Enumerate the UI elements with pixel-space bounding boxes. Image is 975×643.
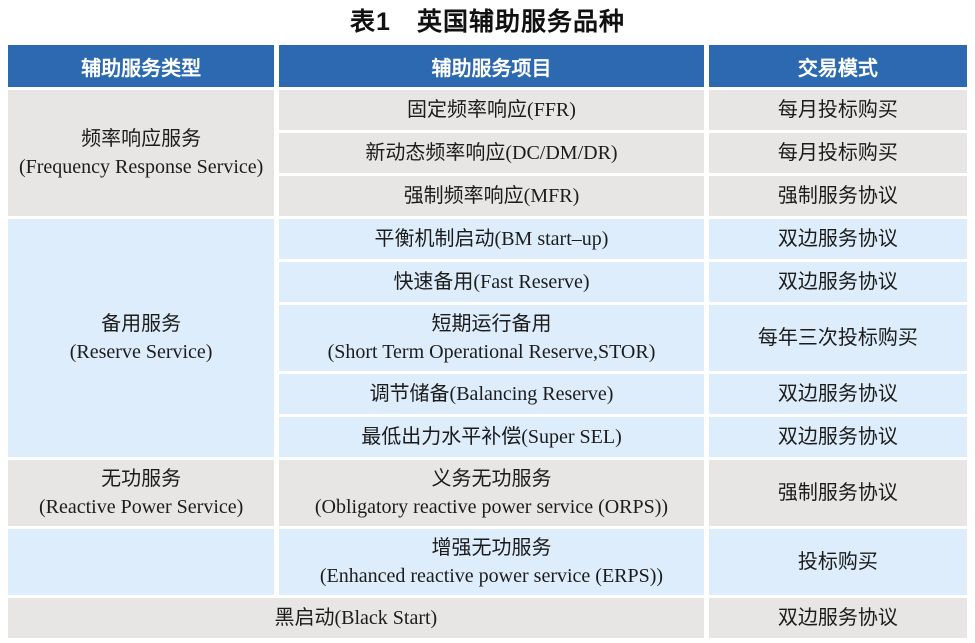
trade-mode-cell: 每月投标购买 bbox=[708, 90, 967, 130]
cell-line: 固定频率响应(FFR) bbox=[407, 98, 576, 121]
table-row: 增强无功服务 (Enhanced reactive power service (… bbox=[8, 529, 967, 595]
cell-line: 强制频率响应(MFR) bbox=[403, 184, 580, 207]
cell-line: 双边服务协议 bbox=[777, 425, 898, 448]
service-type-cell: 频率响应服务 (Frequency Response Service) bbox=[8, 90, 275, 216]
trade-mode-cell: 投标购买 bbox=[708, 529, 967, 595]
trade-mode-cell: 双边服务协议 bbox=[708, 598, 967, 638]
service-item-cell: 短期运行备用 (Short Term Operational Reserve,ST… bbox=[279, 305, 704, 371]
trade-mode-cell: 双边服务协议 bbox=[708, 417, 967, 457]
trade-mode-cell: 强制服务协议 bbox=[708, 176, 967, 216]
cell-line: 双边服务协议 bbox=[777, 227, 898, 250]
trade-mode-cell: 强制服务协议 bbox=[708, 460, 967, 526]
header-row: 辅助服务类型 辅助服务项目 交易模式 bbox=[8, 45, 967, 87]
service-item-cell: 固定频率响应(FFR) bbox=[279, 90, 704, 130]
service-item-cell: 黑启动(Black Start) bbox=[8, 598, 704, 638]
service-type-cell: 备用服务 (Reserve Service) bbox=[8, 219, 275, 457]
table-body: 频率响应服务 (Frequency Response Service) 固定频率响应… bbox=[8, 90, 967, 638]
table-row: 强制频率响应(MFR) 强制服务协议 bbox=[8, 176, 967, 216]
cell-line: 频率响应服务 bbox=[81, 127, 202, 150]
cell-line: (Reactive Power Service) bbox=[38, 496, 244, 518]
cell-line: 黑启动(Black Start) bbox=[274, 606, 438, 629]
service-item-cell: 平衡机制启动(BM start–up) bbox=[279, 219, 704, 259]
cell-line: 投标购买 bbox=[797, 550, 878, 573]
cell-line: 双边服务协议 bbox=[777, 270, 898, 293]
column-header-service-type: 辅助服务类型 bbox=[8, 45, 275, 87]
cell-line: 快速备用(Fast Reserve) bbox=[393, 270, 590, 293]
trade-mode-cell: 每年三次投标购买 bbox=[708, 305, 967, 371]
cell-line: 强制服务协议 bbox=[777, 481, 898, 504]
column-header-trade-mode: 交易模式 bbox=[708, 45, 967, 87]
cell-line: 每年三次投标购买 bbox=[757, 326, 918, 349]
service-type-cell bbox=[8, 529, 275, 595]
cell-line: 强制服务协议 bbox=[777, 184, 898, 207]
cell-line: 每月投标购买 bbox=[777, 141, 898, 164]
service-item-cell: 义务无功服务 (Obligatory reactive power service… bbox=[279, 460, 704, 526]
cell-line: (Reserve Service) bbox=[69, 341, 213, 363]
cell-line: 平衡机制启动(BM start–up) bbox=[374, 227, 609, 250]
service-item-cell: 调节储备(Balancing Reserve) bbox=[279, 374, 704, 414]
table-title: 表1 英国辅助服务品种 bbox=[350, 8, 625, 36]
table-row: 无功服务 (Reactive Power Service) 义务无功服务 (Oblig… bbox=[8, 460, 967, 526]
service-item-cell: 最低出力水平补偿(Super SEL) bbox=[279, 417, 704, 457]
table-row: 新动态频率响应(DC/DM/DR) 每月投标购买 bbox=[8, 133, 967, 173]
cell-line: 备用服务 bbox=[101, 312, 182, 335]
cell-line: (Short Term Operational Reserve,STOR) bbox=[327, 341, 656, 363]
cell-line: 新动态频率响应(DC/DM/DR) bbox=[365, 141, 618, 164]
table-row: 快速备用(Fast Reserve) 双边服务协议 bbox=[8, 262, 967, 302]
cell-line: 每月投标购买 bbox=[777, 98, 898, 121]
cell-line: 最低出力水平补偿(Super SEL) bbox=[361, 425, 622, 448]
trade-mode-cell: 每月投标购买 bbox=[708, 133, 967, 173]
service-item-cell: 快速备用(Fast Reserve) bbox=[279, 262, 704, 302]
cell-line: 调节储备(Balancing Reserve) bbox=[369, 382, 614, 405]
table-row: 短期运行备用 (Short Term Operational Reserve,ST… bbox=[8, 305, 967, 371]
cell-line: (Obligatory reactive power service (ORPS… bbox=[314, 496, 669, 518]
cell-line: 增强无功服务 bbox=[431, 536, 552, 559]
table-row: 调节储备(Balancing Reserve) 双边服务协议 bbox=[8, 374, 967, 414]
cell-line: (Enhanced reactive power service (ERPS)) bbox=[319, 565, 664, 587]
cell-line: (Frequency Response Service) bbox=[18, 156, 264, 178]
ancillary-services-table: 辅助服务类型 辅助服务项目 交易模式 频率响应服务 (Frequency Respon… bbox=[3, 42, 972, 641]
column-header-service-item: 辅助服务项目 bbox=[279, 45, 704, 87]
cell-line: 短期运行备用 bbox=[431, 312, 552, 335]
trade-mode-cell: 双边服务协议 bbox=[708, 219, 967, 259]
service-type-cell: 无功服务 (Reactive Power Service) bbox=[8, 460, 275, 526]
service-item-cell: 增强无功服务 (Enhanced reactive power service (… bbox=[279, 529, 704, 595]
table-row: 备用服务 (Reserve Service) 平衡机制启动(BM start–up)… bbox=[8, 219, 967, 457]
service-item-cell: 强制频率响应(MFR) bbox=[279, 176, 704, 216]
table-row: 黑启动(Black Start) 双边服务协议 bbox=[8, 598, 967, 638]
cell-line: 双边服务协议 bbox=[777, 606, 898, 629]
trade-mode-cell: 双边服务协议 bbox=[708, 374, 967, 414]
table-row: 频率响应服务 (Frequency Response Service) 固定频率响应… bbox=[8, 90, 967, 216]
cell-line: 双边服务协议 bbox=[777, 382, 898, 405]
service-item-cell: 新动态频率响应(DC/DM/DR) bbox=[279, 133, 704, 173]
cell-line: 义务无功服务 bbox=[431, 467, 552, 490]
table-row: 最低出力水平补偿(Super SEL) 双边服务协议 bbox=[8, 417, 967, 457]
trade-mode-cell: 双边服务协议 bbox=[708, 262, 967, 302]
cell-line: 无功服务 bbox=[101, 467, 182, 490]
